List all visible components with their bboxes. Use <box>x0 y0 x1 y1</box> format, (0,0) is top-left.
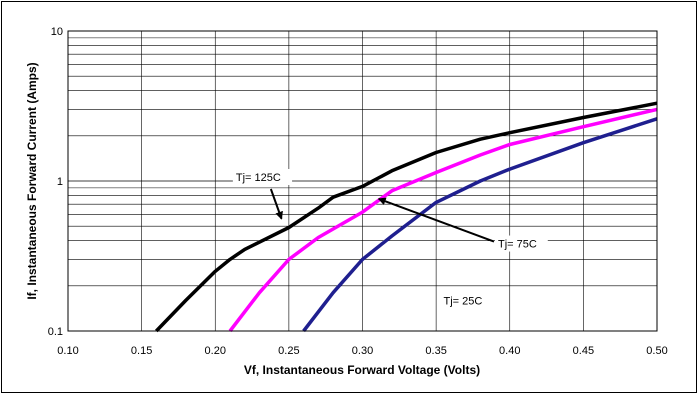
y-tick-labels: 0.1 1 10 <box>48 26 63 338</box>
annotations: Tj= 125C Tj= 75C Tj= 25C <box>232 169 548 309</box>
x-tick-label: 0.40 <box>499 345 520 357</box>
annotation-arrow <box>269 188 283 220</box>
x-tick-label: 0.25 <box>278 345 299 357</box>
annotation-background <box>232 169 293 185</box>
series-line-3 <box>302 117 658 333</box>
annotation-label: Tj= 125C <box>236 172 281 184</box>
x-axis-title: Vf, Instantaneous Forward Voltage (Volts… <box>244 363 480 377</box>
annotation-arrow <box>377 197 495 243</box>
annotation-background <box>440 292 494 309</box>
annotation-label: Tj= 25C <box>443 296 482 308</box>
x-tick-label: 0.20 <box>205 345 226 357</box>
x-tick-label: 0.45 <box>573 345 594 357</box>
x-tick-label: 0.10 <box>57 345 78 357</box>
x-tick-labels: 0.10 0.15 0.20 0.25 0.30 0.35 0.40 0.45 0.50 <box>57 345 667 357</box>
series-line-1 <box>155 101 658 333</box>
series-line-2 <box>228 107 658 333</box>
y-axis-title: If, Instantaneous Forward Current (Amps) <box>25 62 39 299</box>
grid <box>67 30 658 332</box>
x-tick-label: 0.50 <box>646 345 667 357</box>
annotation-label: Tj= 75C <box>498 239 537 251</box>
x-tick-label: 0.30 <box>352 345 373 357</box>
y-tick-label: 1 <box>57 176 63 188</box>
x-tick-label: 0.15 <box>131 345 152 357</box>
x-tick-label: 0.35 <box>425 345 446 357</box>
y-tick-label: 0.1 <box>48 326 63 338</box>
series-group <box>155 101 658 333</box>
annotation-background <box>494 235 548 252</box>
plot-border <box>67 30 658 332</box>
y-tick-label: 10 <box>51 26 63 38</box>
